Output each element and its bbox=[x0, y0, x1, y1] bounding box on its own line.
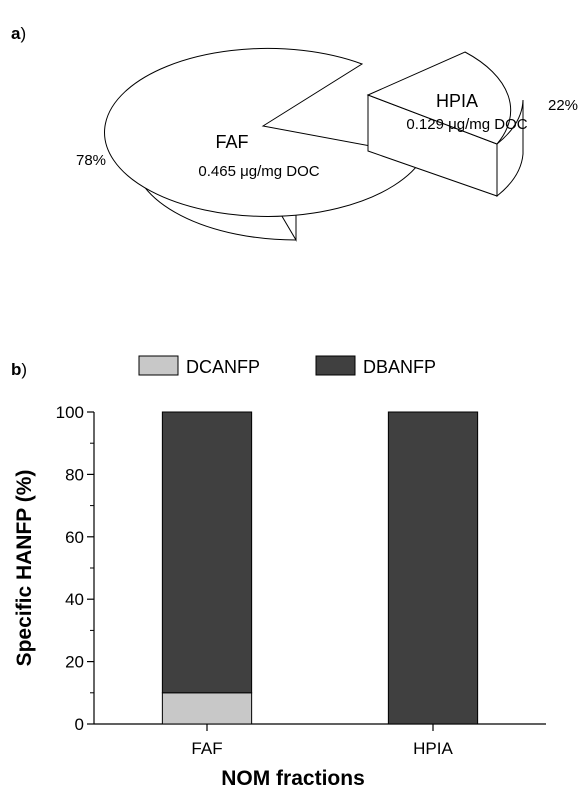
bars bbox=[161, 411, 479, 725]
y-tick-label: 20 bbox=[65, 653, 84, 672]
x-axis-title: NOM fractions bbox=[221, 767, 365, 790]
y-tick-label: 80 bbox=[65, 465, 84, 484]
slice-detail-faf: 0.465 μg/mg DOC bbox=[198, 163, 319, 180]
x-tick-label: FAF bbox=[191, 739, 222, 758]
slice-value-faf: 78% bbox=[76, 152, 106, 169]
y-axis-title: Specific HANFP (%) bbox=[13, 470, 36, 667]
slice-label-hpia: HPIA bbox=[436, 91, 478, 111]
y-tick-label: 60 bbox=[65, 528, 84, 547]
y-tick-label: 0 bbox=[75, 715, 84, 734]
x-ticks: FAF HPIA bbox=[191, 724, 453, 758]
faf-top bbox=[104, 47, 425, 217]
legend: DCANFP DBANFP bbox=[138, 355, 436, 377]
legend-swatch-dbanfp bbox=[315, 355, 356, 376]
bar-dcanfp-faf bbox=[161, 692, 253, 725]
slice-detail-hpia: 0.129 μg/mg DOC bbox=[406, 116, 527, 133]
panel-label-b: b) bbox=[11, 360, 27, 379]
x-tick-label: HPIA bbox=[413, 739, 453, 758]
bar-dbanfp-hpia bbox=[387, 411, 479, 725]
slice-value-hpia: 22% bbox=[548, 97, 578, 114]
hpia-outer-side bbox=[496, 99, 524, 198]
y-ticks: 0 20 40 60 80 100 bbox=[56, 403, 94, 734]
y-tick-label: 40 bbox=[65, 590, 84, 609]
y-minor-ticks bbox=[90, 442, 94, 694]
slice-label-faf: FAF bbox=[215, 132, 248, 152]
legend-label-dbanfp: DBANFP bbox=[363, 357, 436, 377]
pie-slice-hpia bbox=[366, 51, 524, 198]
y-tick-label: 100 bbox=[56, 403, 84, 422]
legend-label-dcanfp: DCANFP bbox=[186, 357, 260, 377]
bar-dbanfp-faf bbox=[161, 411, 253, 694]
bar-panel: b) DCANFP DBANFP 0 20 40 60 80 100 FAF HPIA NO… bbox=[11, 355, 546, 790]
pie-slice-faf bbox=[104, 47, 425, 242]
pie-panel: a) FAF 0.465 μg/mg DOC 78% HPIA 0.129 μg… bbox=[11, 24, 578, 242]
legend-swatch-dcanfp bbox=[138, 355, 179, 376]
hpia-top bbox=[366, 51, 512, 145]
panel-label-a: a) bbox=[11, 24, 26, 43]
